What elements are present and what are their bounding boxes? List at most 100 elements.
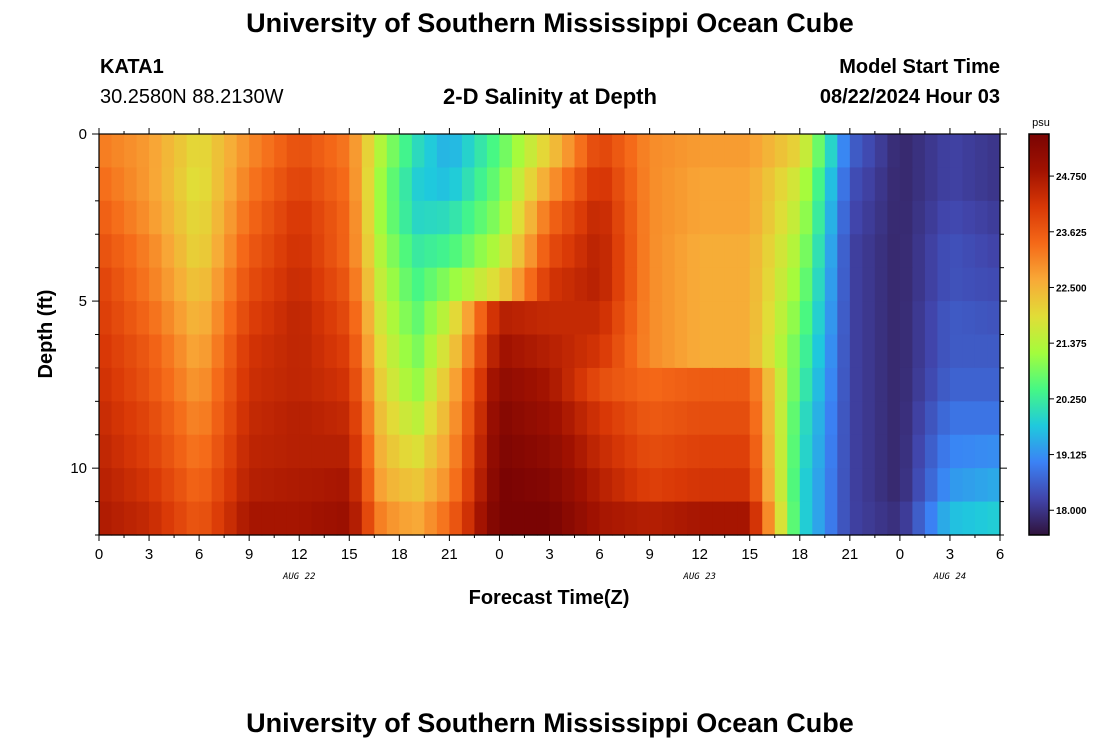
heatmap-cell	[511, 468, 526, 503]
heatmap-cell	[899, 434, 913, 469]
heatmap-cell	[587, 134, 601, 169]
heatmap-cell	[524, 501, 538, 536]
heatmap-cell	[774, 200, 788, 235]
heatmap-cell	[837, 367, 851, 402]
heatmap-cell	[674, 334, 688, 369]
heatmap-cell	[762, 468, 776, 503]
heatmap-cell	[411, 501, 425, 536]
heatmap-cell	[799, 367, 813, 402]
heatmap-cell	[937, 267, 951, 302]
heatmap-cell	[261, 468, 275, 503]
heatmap-cell	[149, 501, 163, 536]
heatmap-cell	[874, 367, 888, 402]
heatmap-cell	[837, 434, 851, 469]
heatmap-cell	[286, 234, 300, 269]
heatmap-cell	[211, 167, 225, 202]
heatmap-cell	[649, 167, 663, 202]
heatmap-cell	[536, 401, 551, 436]
heatmap-cell	[824, 434, 838, 469]
heatmap-cell	[812, 200, 826, 235]
heatmap-cell	[799, 267, 813, 302]
heatmap-cell	[637, 334, 651, 369]
heatmap-cell	[149, 468, 163, 503]
colorbar-tick-label: 21.375	[1056, 339, 1087, 350]
heatmap-cell	[136, 501, 150, 536]
heatmap-cell	[849, 267, 863, 302]
heatmap-cell	[824, 367, 838, 402]
heatmap-cell	[111, 167, 125, 202]
x-tick-label: 0	[95, 546, 103, 563]
heatmap-cell	[474, 468, 488, 503]
heatmap-cell	[161, 267, 175, 302]
heatmap-cell	[399, 167, 413, 202]
heatmap-cell	[199, 267, 213, 302]
heatmap-cell	[299, 367, 313, 402]
heatmap-cell	[486, 167, 501, 202]
heatmap-cell	[461, 468, 476, 503]
heatmap-cell	[399, 267, 413, 302]
heatmap-cell	[699, 267, 713, 302]
heatmap-cell	[974, 501, 989, 536]
heatmap-cell	[286, 167, 300, 202]
heatmap-cell	[399, 301, 413, 336]
heatmap-cell	[974, 200, 989, 235]
heatmap-cell	[249, 234, 263, 269]
heatmap-cell	[837, 301, 851, 336]
heatmap-cell	[199, 401, 213, 436]
heatmap-cell	[486, 367, 501, 402]
heatmap-cell	[774, 234, 788, 269]
heatmap-cell	[99, 200, 113, 235]
heatmap-cell	[124, 167, 138, 202]
heatmap-cell	[674, 134, 688, 169]
heatmap-cell	[311, 167, 325, 202]
heatmap-cell	[799, 334, 813, 369]
heatmap-cell	[186, 434, 200, 469]
heatmap-cell	[874, 267, 888, 302]
heatmap-cell	[887, 401, 901, 436]
heatmap-cell	[612, 301, 626, 336]
heatmap-cell	[712, 301, 726, 336]
heatmap-cell	[912, 434, 926, 469]
heatmap-cell	[174, 200, 188, 235]
heatmap-cell	[637, 401, 651, 436]
heatmap-cell	[549, 367, 563, 402]
heatmap-cell	[849, 301, 863, 336]
heatmap-cell	[737, 434, 751, 469]
heatmap-cell	[436, 434, 450, 469]
heatmap-cell	[136, 367, 150, 402]
heatmap-cell	[474, 267, 488, 302]
heatmap-cell	[249, 301, 263, 336]
heatmap-cell	[637, 367, 651, 402]
heatmap-cell	[186, 334, 200, 369]
heatmap-cell	[899, 267, 913, 302]
heatmap-cell	[687, 468, 701, 503]
heatmap-cell	[774, 267, 788, 302]
heatmap-cell	[824, 200, 838, 235]
heatmap-cell	[299, 301, 313, 336]
heatmap-cell	[862, 301, 876, 336]
heatmap-cell	[962, 401, 976, 436]
heatmap-cell	[912, 468, 926, 503]
heatmap-cell	[461, 501, 476, 536]
heatmap-cell	[436, 301, 450, 336]
heatmap-cell	[937, 334, 951, 369]
heatmap-cell	[174, 301, 188, 336]
heatmap-cell	[449, 267, 463, 302]
heatmap-cell	[211, 367, 225, 402]
heatmap-cell	[562, 367, 576, 402]
heatmap-cell	[662, 334, 676, 369]
heatmap-cell	[662, 234, 676, 269]
heatmap-cell	[261, 267, 275, 302]
heatmap-cell	[274, 200, 288, 235]
heatmap-cell	[762, 167, 776, 202]
heatmap-cell	[862, 468, 876, 503]
heatmap-cell	[562, 301, 576, 336]
heatmap-cell	[574, 134, 588, 169]
heatmap-cell	[549, 167, 563, 202]
heatmap-cell	[299, 501, 313, 536]
heatmap-cell	[837, 401, 851, 436]
heatmap-cell	[474, 167, 488, 202]
heatmap-cell	[411, 200, 425, 235]
heatmap-cell	[949, 434, 964, 469]
heatmap-cell	[486, 301, 501, 336]
